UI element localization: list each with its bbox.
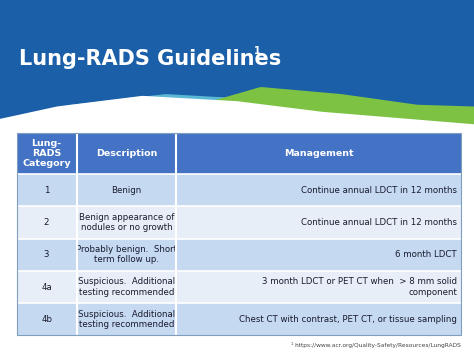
FancyBboxPatch shape <box>17 303 461 335</box>
Text: 2: 2 <box>44 218 49 227</box>
Text: Benign appearance of
nodules or no growth: Benign appearance of nodules or no growt… <box>79 213 174 232</box>
FancyBboxPatch shape <box>17 271 461 303</box>
Text: Continue annual LDCT in 12 months: Continue annual LDCT in 12 months <box>301 218 457 227</box>
FancyBboxPatch shape <box>17 174 461 206</box>
Text: Benign: Benign <box>111 186 142 195</box>
Polygon shape <box>0 94 474 140</box>
Text: 6 month LDCT: 6 month LDCT <box>395 250 457 259</box>
Text: Description: Description <box>96 149 157 158</box>
Text: 4b: 4b <box>41 315 52 324</box>
Text: 3 month LDCT or PET CT when  > 8 mm solid
component: 3 month LDCT or PET CT when > 8 mm solid… <box>262 277 457 297</box>
Text: 4a: 4a <box>41 283 52 291</box>
FancyBboxPatch shape <box>17 133 461 174</box>
Polygon shape <box>199 87 474 133</box>
Text: 3: 3 <box>44 250 49 259</box>
Text: Lung-RADS Guidelines: Lung-RADS Guidelines <box>19 49 281 69</box>
Text: 1: 1 <box>44 186 49 195</box>
Text: Suspicious.  Additional
testing recommended: Suspicious. Additional testing recommend… <box>78 277 175 297</box>
Text: Lung-
RADS
Category: Lung- RADS Category <box>22 139 71 168</box>
FancyBboxPatch shape <box>17 206 461 239</box>
Polygon shape <box>0 96 474 355</box>
FancyBboxPatch shape <box>0 0 474 119</box>
Text: Management: Management <box>284 149 354 158</box>
Text: Chest CT with contrast, PET CT, or tissue sampling: Chest CT with contrast, PET CT, or tissu… <box>239 315 457 324</box>
Text: 1: 1 <box>254 47 260 56</box>
Text: Suspicious.  Additional
testing recommended: Suspicious. Additional testing recommend… <box>78 310 175 329</box>
Text: ¹ https://www.acr.org/Quality-Safety/Resources/LungRADS: ¹ https://www.acr.org/Quality-Safety/Res… <box>291 342 461 348</box>
Text: Probably benign.  Short
term follow up.: Probably benign. Short term follow up. <box>76 245 177 264</box>
FancyBboxPatch shape <box>0 101 474 355</box>
Text: Continue annual LDCT in 12 months: Continue annual LDCT in 12 months <box>301 186 457 195</box>
FancyBboxPatch shape <box>17 239 461 271</box>
